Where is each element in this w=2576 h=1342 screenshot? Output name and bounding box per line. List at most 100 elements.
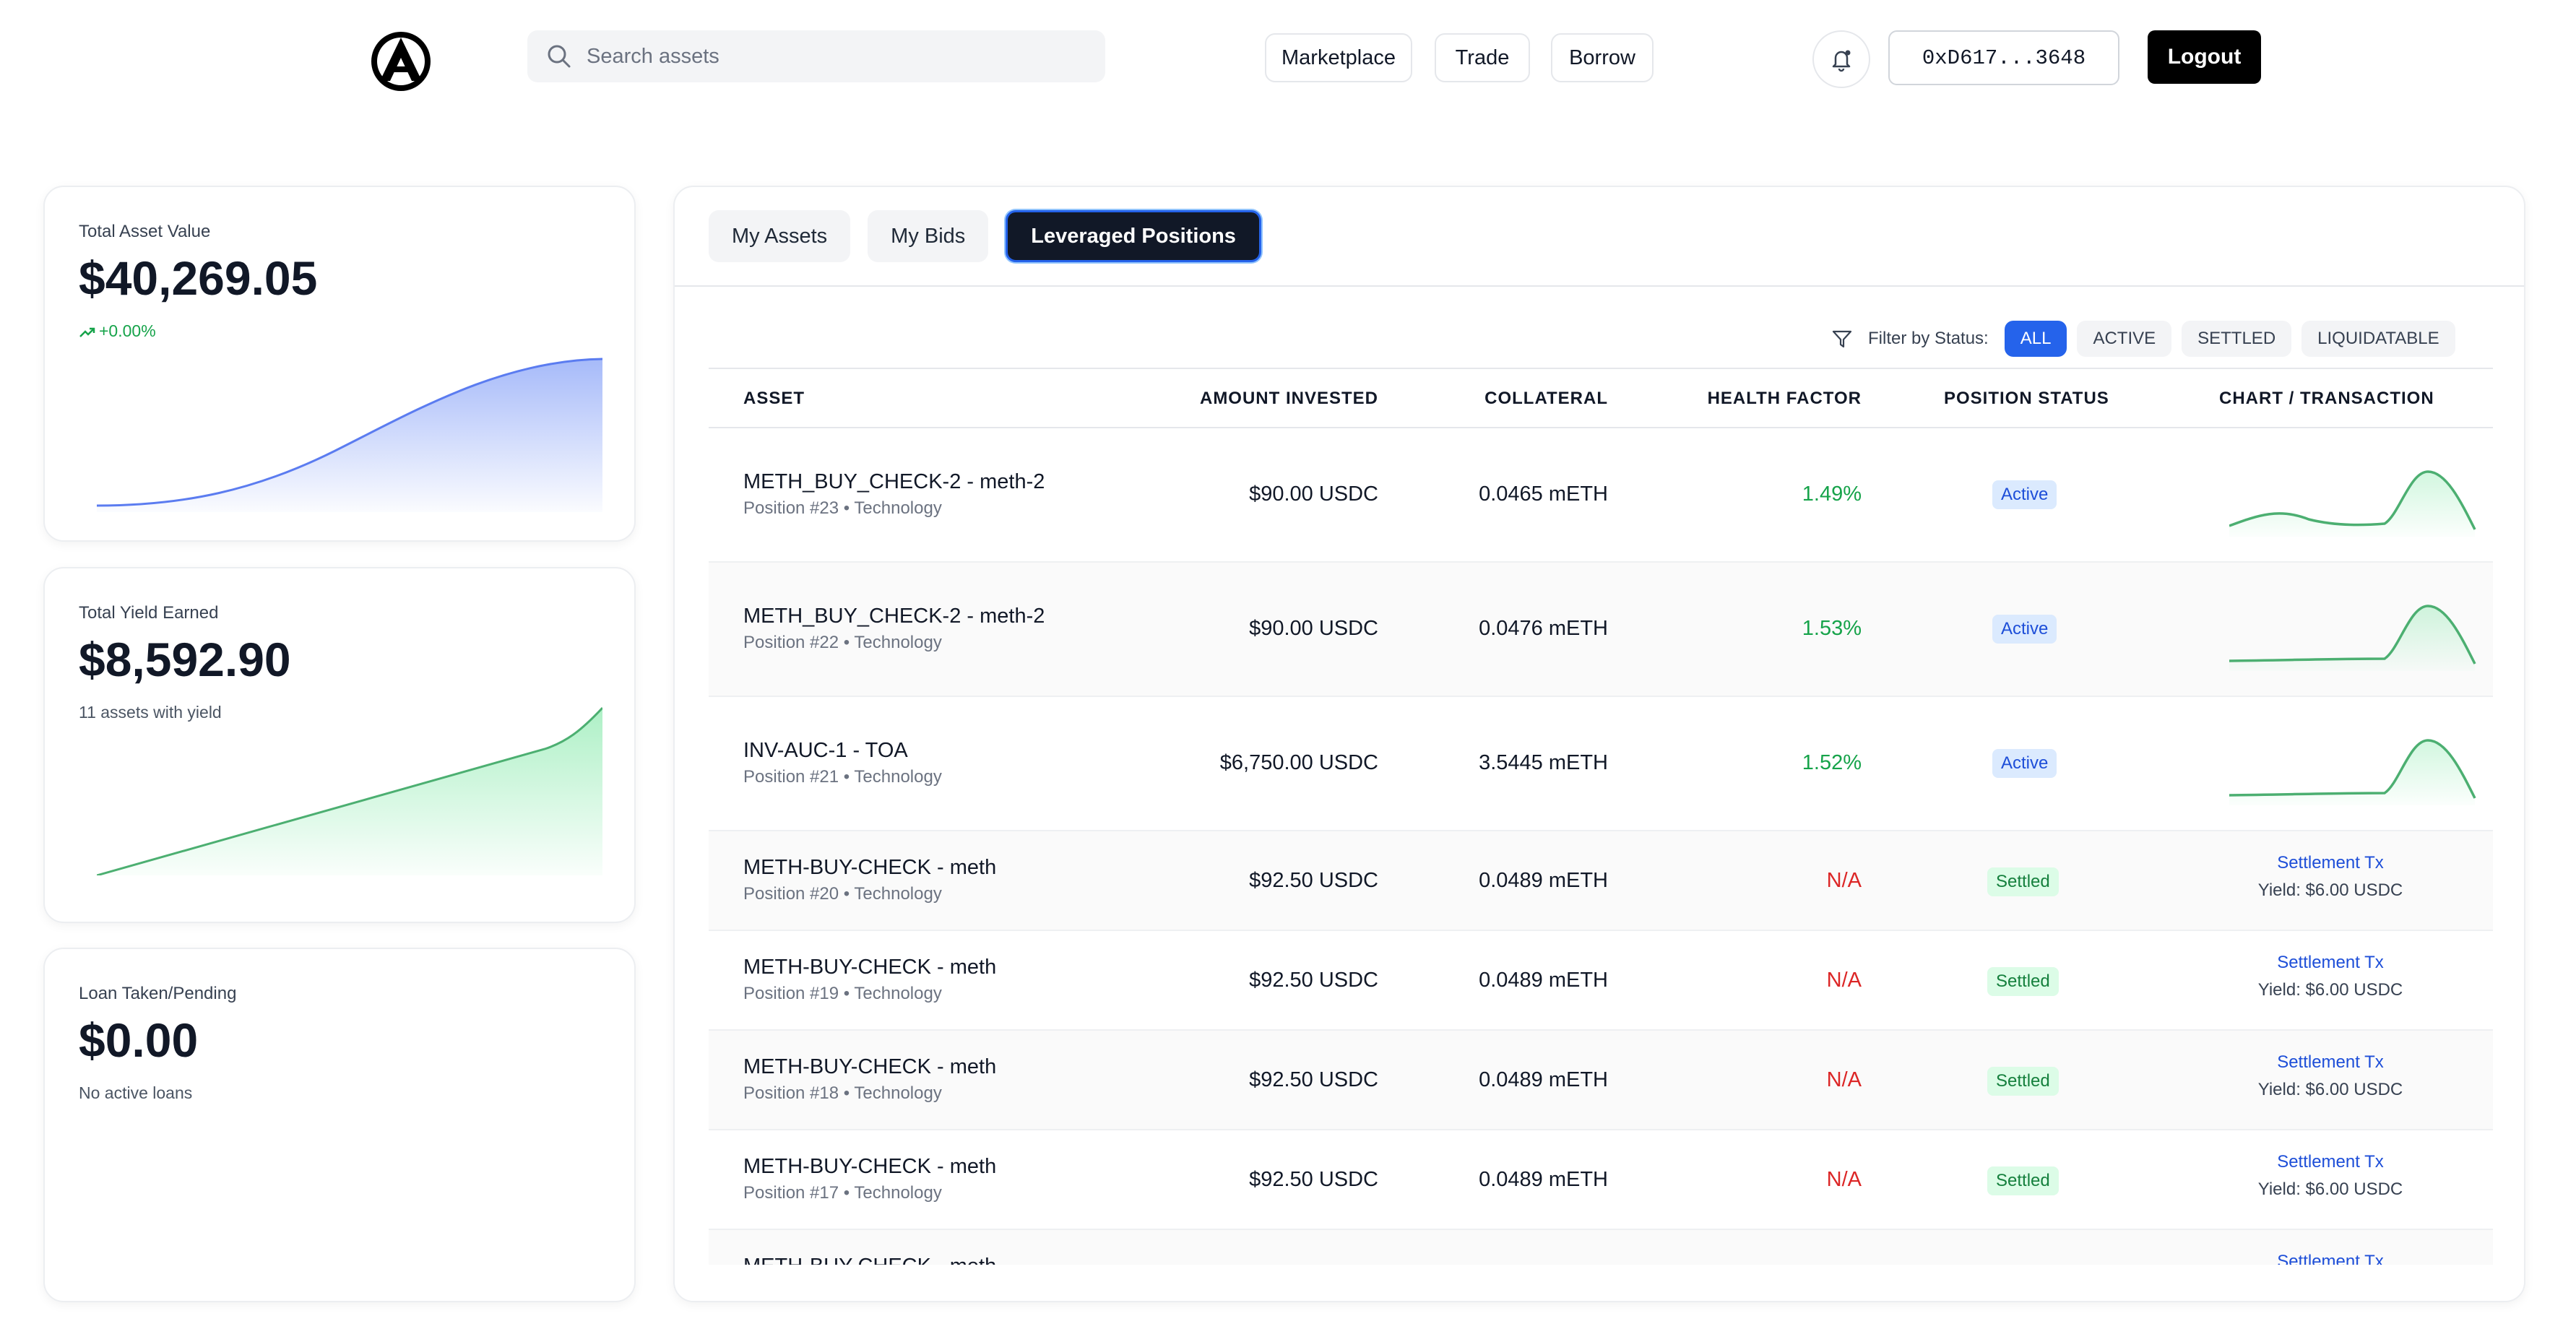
tab-leveraged-positions[interactable]: Leveraged Positions <box>1006 210 1261 262</box>
positions-panel: My Assets My Bids Leveraged Positions Fi… <box>673 186 2525 1302</box>
amount-cell: $92.50 USDC <box>1249 869 1378 892</box>
app-logo[interactable] <box>368 29 433 94</box>
card-subtext: 11 assets with yield <box>79 703 222 722</box>
asset-cell: INV-AUC-1 - TOA Position #21 • Technolog… <box>743 739 942 787</box>
loan-card: Loan Taken/Pending $0.00 No active loans <box>43 948 636 1302</box>
yield-text: Yield: $6.00 USDC <box>2257 1080 2403 1099</box>
status-cell: Settled <box>1987 867 2059 896</box>
asset-meta: Position #19 • Technology <box>743 984 942 1003</box>
card-label: Total Asset Value <box>79 222 211 241</box>
status-cell: Settled <box>1987 967 2059 996</box>
status-badge: Settled <box>1987 1166 2059 1195</box>
asset-cell: METH_BUY_CHECK-2 - meth-2 Position #22 •… <box>743 605 1045 653</box>
column-header: AMOUNT INVESTED <box>1199 389 1378 408</box>
nav-borrow-button[interactable]: Borrow <box>1551 33 1654 82</box>
asset-meta: Position #18 • Technology <box>743 1083 942 1103</box>
position-sparkline[interactable] <box>2229 592 2478 671</box>
status-badge: Active <box>1992 615 2057 644</box>
search-bar[interactable] <box>527 30 1105 82</box>
filter-settled-chip[interactable]: SETTLED <box>2182 321 2292 357</box>
asset-cell: METH-BUY-CHECK - meth Position #17 • Tec… <box>743 1155 996 1203</box>
asset-cell: METH-BUY-CHECK - meth Position #20 • Tec… <box>743 856 996 904</box>
settlement-tx-link[interactable]: Settlement Tx <box>2277 1152 2384 1172</box>
trend-up-icon <box>79 327 95 337</box>
status-badge: Active <box>1992 480 2057 509</box>
health-factor-cell: N/A <box>1826 869 1862 892</box>
asset-cell: METH-BUY-CHECK - meth Position #19 • Tec… <box>743 956 996 1004</box>
filter-all-chip[interactable]: ALL <box>2004 321 2067 357</box>
status-badge: Active <box>1992 749 2057 778</box>
nav-marketplace-button[interactable]: Marketplace <box>1265 33 1412 82</box>
asset-name: METH-BUY-CHECK - meth <box>743 956 997 979</box>
collateral-cell: 3.5445 mETH <box>1479 751 1608 774</box>
logout-button[interactable]: Logout <box>2148 30 2261 84</box>
health-factor-cell: N/A <box>1826 969 1862 992</box>
divider <box>675 285 2524 287</box>
asset-meta: Position #17 • Technology <box>743 1183 942 1203</box>
transaction-cell: Settlement Tx Yield: $6.00 USDC <box>2218 853 2442 901</box>
status-cell: Settled <box>1987 1067 2059 1096</box>
total-asset-value-card: Total Asset Value $40,269.05 +0.00% <box>43 186 636 542</box>
tab-bar: My Assets My Bids Leveraged Positions <box>709 210 1261 262</box>
filter-active-chip[interactable]: ACTIVE <box>2077 321 2172 357</box>
yield-text: Yield: $6.00 USDC <box>2257 880 2403 900</box>
asset-meta: Position #21 • Technology <box>743 767 942 787</box>
health-factor-cell: 1.52% <box>1802 751 1862 774</box>
status-cell: Active <box>1992 749 2057 778</box>
wallet-address-button[interactable]: 0xD617...3648 <box>1888 30 2119 85</box>
search-input[interactable] <box>587 44 1078 69</box>
table-row[interactable]: METH-BUY-CHECK - meth Position #20 • Tec… <box>709 831 2493 931</box>
status-badge: Settled <box>1987 1067 2059 1096</box>
notifications-button[interactable] <box>1812 30 1870 88</box>
filter-liquidatable-chip[interactable]: LIQUIDATABLE <box>2301 321 2455 357</box>
transaction-cell: Settlement Tx Yield: $6.00 USDC <box>2218 1152 2442 1200</box>
collateral-cell: 0.0476 mETH <box>1479 617 1608 640</box>
collateral-cell: 0.0465 mETH <box>1479 482 1608 506</box>
table-row[interactable]: METH_BUY_CHECK-2 - meth-2 Position #23 •… <box>709 428 2493 563</box>
card-label: Total Yield Earned <box>79 603 219 623</box>
total-yield-card: Total Yield Earned $8,592.90 11 assets w… <box>43 567 636 923</box>
table-row[interactable]: METH-BUY-CHECK - meth Position #17 • Tec… <box>709 1130 2493 1230</box>
tab-my-assets[interactable]: My Assets <box>709 210 851 262</box>
asset-cell: METH-BUY-CHECK - meth Position #18 • Tec… <box>743 1055 996 1104</box>
column-header: ASSET <box>743 389 805 408</box>
asset-meta: Position #22 • Technology <box>743 633 942 652</box>
amount-cell: $92.50 USDC <box>1249 969 1378 992</box>
status-filter: Filter by Status: ALL ACTIVE SETTLED LIQ… <box>1831 321 2455 357</box>
health-factor-cell: 1.53% <box>1802 617 1862 640</box>
card-value: $0.00 <box>79 1013 199 1067</box>
status-badge: Settled <box>1987 867 2059 896</box>
health-factor-cell: N/A <box>1826 1168 1862 1191</box>
asset-name: METH-BUY-CHECK - meth <box>743 856 997 879</box>
search-icon <box>548 45 571 68</box>
nav-trade-button[interactable]: Trade <box>1435 33 1530 82</box>
position-sparkline[interactable] <box>2229 726 2478 805</box>
bell-icon <box>1832 50 1851 72</box>
card-change: +0.00% <box>79 321 156 341</box>
table-row[interactable]: METH_BUY_CHECK-2 - meth-2 Position #22 •… <box>709 563 2493 697</box>
column-header: COLLATERAL <box>1484 389 1608 408</box>
status-badge: Settled <box>1987 967 2059 996</box>
asset-name: METH_BUY_CHECK-2 - meth-2 <box>743 605 1045 628</box>
transaction-cell: Settlement Tx Yield: $6.00 USDC <box>2218 1052 2442 1100</box>
asset-name: METH-BUY-CHECK - meth <box>743 1055 997 1078</box>
column-header: POSITION STATUS <box>1944 389 2109 408</box>
tab-my-bids[interactable]: My Bids <box>868 210 989 262</box>
card-subtext: No active loans <box>79 1083 193 1102</box>
yield-text: Yield: $6.00 USDC <box>2257 980 2403 1000</box>
settlement-tx-link[interactable]: Settlement Tx <box>2277 853 2384 873</box>
settlement-tx-link[interactable]: Settlement Tx <box>2277 953 2384 972</box>
amount-cell: $90.00 USDC <box>1249 482 1378 506</box>
status-cell: Active <box>1992 615 2057 644</box>
asset-name: INV-AUC-1 - TOA <box>743 739 908 762</box>
collateral-cell: 0.0489 mETH <box>1479 1068 1608 1091</box>
card-value: $8,592.90 <box>79 633 291 686</box>
table-header: ASSET AMOUNT INVESTED COLLATERAL HEALTH … <box>709 368 2493 428</box>
collateral-cell: 0.0489 mETH <box>1479 869 1608 892</box>
table-row[interactable]: METH-BUY-CHECK - meth Position #18 • Tec… <box>709 1031 2493 1130</box>
position-sparkline[interactable] <box>2229 457 2478 537</box>
table-row[interactable]: INV-AUC-1 - TOA Position #21 • Technolog… <box>709 697 2493 831</box>
settlement-tx-link[interactable]: Settlement Tx <box>2277 1052 2384 1072</box>
change-value: +0.00% <box>99 321 156 340</box>
table-row[interactable]: METH-BUY-CHECK - meth Position #19 • Tec… <box>709 931 2493 1031</box>
